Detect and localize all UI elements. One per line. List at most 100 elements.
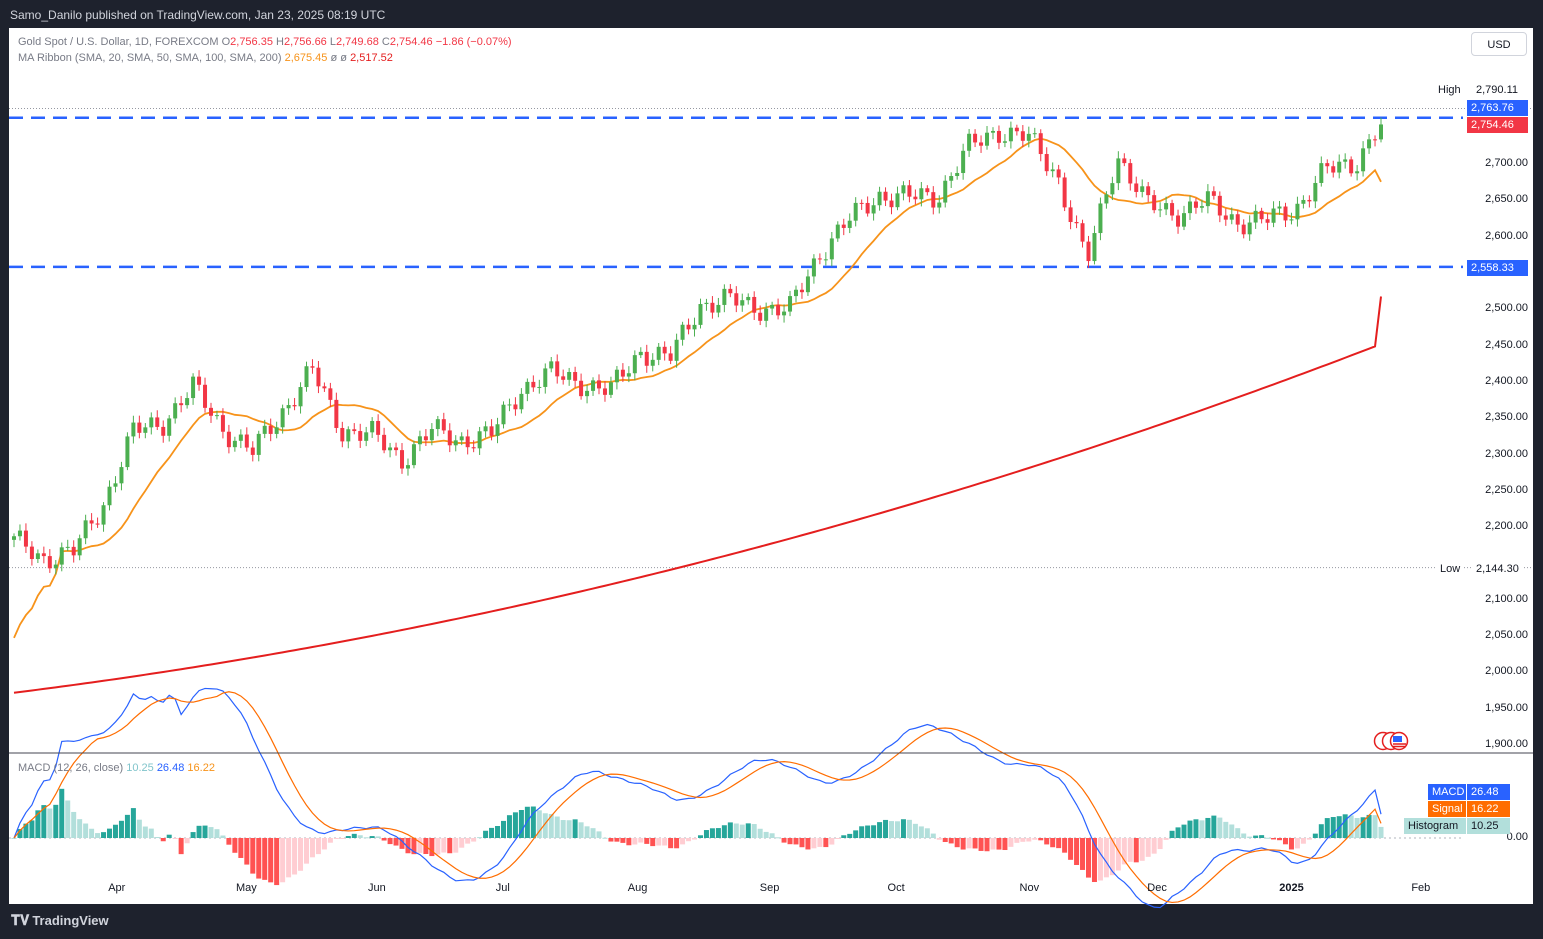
candle-body[interactable] (507, 404, 512, 406)
candle-body[interactable] (1193, 201, 1198, 208)
candle-body[interactable] (1307, 199, 1312, 202)
candle-body[interactable] (95, 523, 100, 525)
candle-body[interactable] (829, 238, 834, 260)
candle-body[interactable] (680, 324, 685, 340)
candle-body[interactable] (238, 434, 243, 441)
candle-body[interactable] (1098, 203, 1103, 234)
candle-body[interactable] (907, 185, 912, 197)
candle-body[interactable] (1337, 161, 1342, 173)
candle-body[interactable] (805, 276, 810, 293)
candle-body[interactable] (937, 202, 942, 208)
candle-body[interactable] (895, 193, 900, 208)
candle-body[interactable] (602, 388, 607, 395)
candle-body[interactable] (292, 405, 297, 407)
candle-body[interactable] (340, 427, 345, 442)
candle-body[interactable] (298, 387, 303, 407)
candle-body[interactable] (1104, 194, 1109, 204)
candle-body[interactable] (12, 536, 16, 540)
candle-body[interactable] (967, 133, 972, 151)
candle-body[interactable] (692, 324, 697, 330)
candle-body[interactable] (889, 200, 894, 208)
candle-body[interactable] (1343, 159, 1348, 162)
candle-body[interactable] (101, 505, 106, 525)
candle-body[interactable] (883, 191, 888, 201)
candle-body[interactable] (1158, 209, 1163, 211)
candle-body[interactable] (1379, 124, 1383, 140)
candle-body[interactable] (1241, 224, 1246, 235)
candle-body[interactable] (943, 180, 948, 203)
candle-body[interactable] (501, 404, 506, 425)
candle-body[interactable] (23, 530, 28, 547)
candle-body[interactable] (722, 288, 727, 305)
candle-body[interactable] (441, 419, 446, 431)
candle-body[interactable] (788, 296, 793, 312)
candle-body[interactable] (262, 425, 267, 434)
candle-body[interactable] (1325, 163, 1330, 167)
candle-body[interactable] (1092, 233, 1097, 262)
candle-body[interactable] (549, 361, 554, 369)
candle-body[interactable] (304, 366, 309, 388)
candle-body[interactable] (1170, 203, 1175, 216)
candle-body[interactable] (632, 355, 637, 374)
candle-body[interactable] (119, 467, 124, 484)
candle-body[interactable] (1002, 141, 1007, 143)
candle-body[interactable] (1164, 203, 1169, 210)
candle-body[interactable] (591, 380, 596, 391)
candle-body[interactable] (453, 440, 458, 446)
candle-body[interactable] (961, 150, 966, 174)
candle-body[interactable] (125, 436, 130, 468)
candle-body[interactable] (698, 304, 703, 325)
candle-body[interactable] (161, 426, 166, 436)
candle-body[interactable] (949, 176, 954, 181)
candle-body[interactable] (925, 188, 930, 193)
candle-body[interactable] (1247, 222, 1252, 235)
candle-body[interactable] (41, 553, 46, 557)
candle-body[interactable] (250, 447, 255, 455)
candle-body[interactable] (358, 431, 363, 441)
candle-body[interactable] (1080, 223, 1085, 242)
candle-body[interactable] (1205, 191, 1210, 207)
candle-body[interactable] (370, 420, 375, 433)
candle-body[interactable] (423, 436, 428, 441)
candle-body[interactable] (662, 346, 667, 354)
candle-body[interactable] (167, 418, 172, 436)
candle-body[interactable] (155, 417, 160, 427)
candle-body[interactable] (1313, 182, 1318, 202)
candle-body[interactable] (394, 447, 399, 451)
candle-body[interactable] (1355, 171, 1360, 174)
candle-body[interactable] (668, 353, 673, 361)
candle-body[interactable] (1116, 158, 1121, 184)
candle-body[interactable] (465, 436, 470, 448)
candle-body[interactable] (29, 546, 34, 560)
candle-body[interactable] (352, 429, 357, 432)
candle-body[interactable] (1235, 214, 1240, 225)
candle-body[interactable] (1020, 131, 1025, 141)
candle-body[interactable] (716, 304, 721, 313)
candle-body[interactable] (280, 408, 285, 428)
candle-body[interactable] (429, 429, 434, 441)
candle-body[interactable] (447, 430, 452, 446)
candle-body[interactable] (728, 288, 733, 294)
candle-body[interactable] (1032, 133, 1037, 135)
candle-body[interactable] (1199, 206, 1204, 208)
candle-body[interactable] (782, 311, 787, 316)
candle-body[interactable] (877, 191, 882, 206)
candle-body[interactable] (65, 546, 70, 548)
candle-body[interactable] (1283, 206, 1288, 221)
candle-body[interactable] (1301, 199, 1306, 204)
candle-body[interactable] (83, 520, 88, 539)
candle-body[interactable] (1122, 158, 1127, 164)
candle-body[interactable] (799, 289, 804, 293)
candle-body[interactable] (919, 188, 924, 200)
candle-body[interactable] (823, 259, 828, 261)
candle-body[interactable] (173, 403, 178, 419)
candle-body[interactable] (758, 312, 763, 321)
candle-body[interactable] (1026, 133, 1031, 141)
candle-body[interactable] (1259, 210, 1264, 220)
candle-body[interactable] (214, 415, 219, 417)
candle-body[interactable] (137, 422, 142, 433)
candle-body[interactable] (1217, 195, 1222, 216)
candle-body[interactable] (316, 367, 321, 387)
candle-body[interactable] (620, 369, 625, 377)
